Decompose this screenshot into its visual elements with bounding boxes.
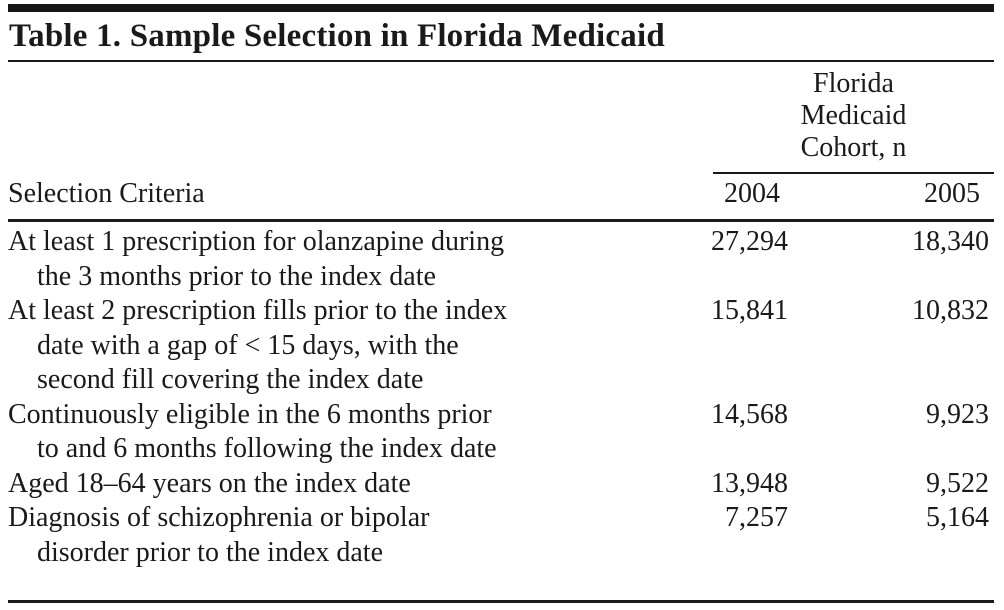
table-header: Selection Criteria Florida Medicaid Coho… xyxy=(8,62,994,211)
criteria-column-header: Selection Criteria xyxy=(8,178,205,209)
cohort-spanner-rule xyxy=(713,172,994,174)
year-headers-row: 2004 2005 xyxy=(713,177,994,211)
value-2005: 9,522 xyxy=(926,467,989,499)
table-row: Aged 18–64 years on the index date 13,94… xyxy=(8,467,994,502)
value-2004: 27,294 xyxy=(711,226,788,257)
value-2004: 13,948 xyxy=(711,467,788,499)
criteria-line: At least 2 prescription fills prior to t… xyxy=(8,295,508,326)
title-rule xyxy=(8,60,994,62)
criteria-line: the 3 months prior to the index date xyxy=(37,260,436,292)
criteria-cell: Aged 18–64 years on the index date xyxy=(8,467,704,502)
table-row: Continuously eligible in the 6 months pr… xyxy=(8,398,994,467)
criteria-cell: Continuously eligible in the 6 months pr… xyxy=(8,398,704,467)
bottom-rule xyxy=(8,600,994,603)
table-title: Table 1. Sample Selection in Florida Med… xyxy=(9,18,665,54)
value-2005: 9,923 xyxy=(926,398,989,430)
value-2005: 18,340 xyxy=(912,226,989,257)
year-header-2005: 2005 xyxy=(924,178,980,209)
value-2005: 5,164 xyxy=(926,502,989,533)
top-bar-rule xyxy=(8,4,994,12)
criteria-line: At least 1 prescription for olanzapine d… xyxy=(8,226,505,257)
criteria-line: Aged 18–64 years on the index date xyxy=(8,467,411,499)
cohort-header-line: Cohort, n xyxy=(800,132,907,163)
table-row: At least 2 prescription fills prior to t… xyxy=(8,294,994,398)
table-body: At least 1 prescription for olanzapine d… xyxy=(8,222,994,570)
table-row: At least 1 prescription for olanzapine d… xyxy=(8,225,994,294)
criteria-line: second fill covering the index date xyxy=(37,364,424,395)
table-row: Diagnosis of schizophrenia or bipolar di… xyxy=(8,501,994,570)
value-2004: 7,257 xyxy=(725,502,788,533)
criteria-line: disorder prior to the index date xyxy=(37,536,384,568)
cohort-header-line: Florida xyxy=(813,68,894,99)
criteria-line: Diagnosis of schizophrenia or bipolar xyxy=(8,502,430,533)
criteria-cell: At least 2 prescription fills prior to t… xyxy=(8,294,704,398)
cohort-header-line: Medicaid xyxy=(800,100,907,131)
criteria-line: to and 6 months following the index date xyxy=(37,433,497,464)
year-header-2004: 2004 xyxy=(724,178,780,209)
cohort-group-header: Florida Medicaid Cohort, n xyxy=(713,62,994,164)
criteria-line: date with a gap of < 15 days, with the xyxy=(37,329,459,361)
value-2005: 10,832 xyxy=(912,295,989,326)
header-rule xyxy=(8,219,994,222)
criteria-cell: Diagnosis of schizophrenia or bipolar di… xyxy=(8,501,704,570)
criteria-line: Continuously eligible in the 6 months pr… xyxy=(8,398,492,430)
cohort-header-block: Florida Medicaid Cohort, n 2004 2005 xyxy=(713,62,994,211)
value-2004: 15,841 xyxy=(711,295,788,326)
criteria-cell: At least 1 prescription for olanzapine d… xyxy=(8,225,704,294)
value-2004: 14,568 xyxy=(711,398,788,430)
